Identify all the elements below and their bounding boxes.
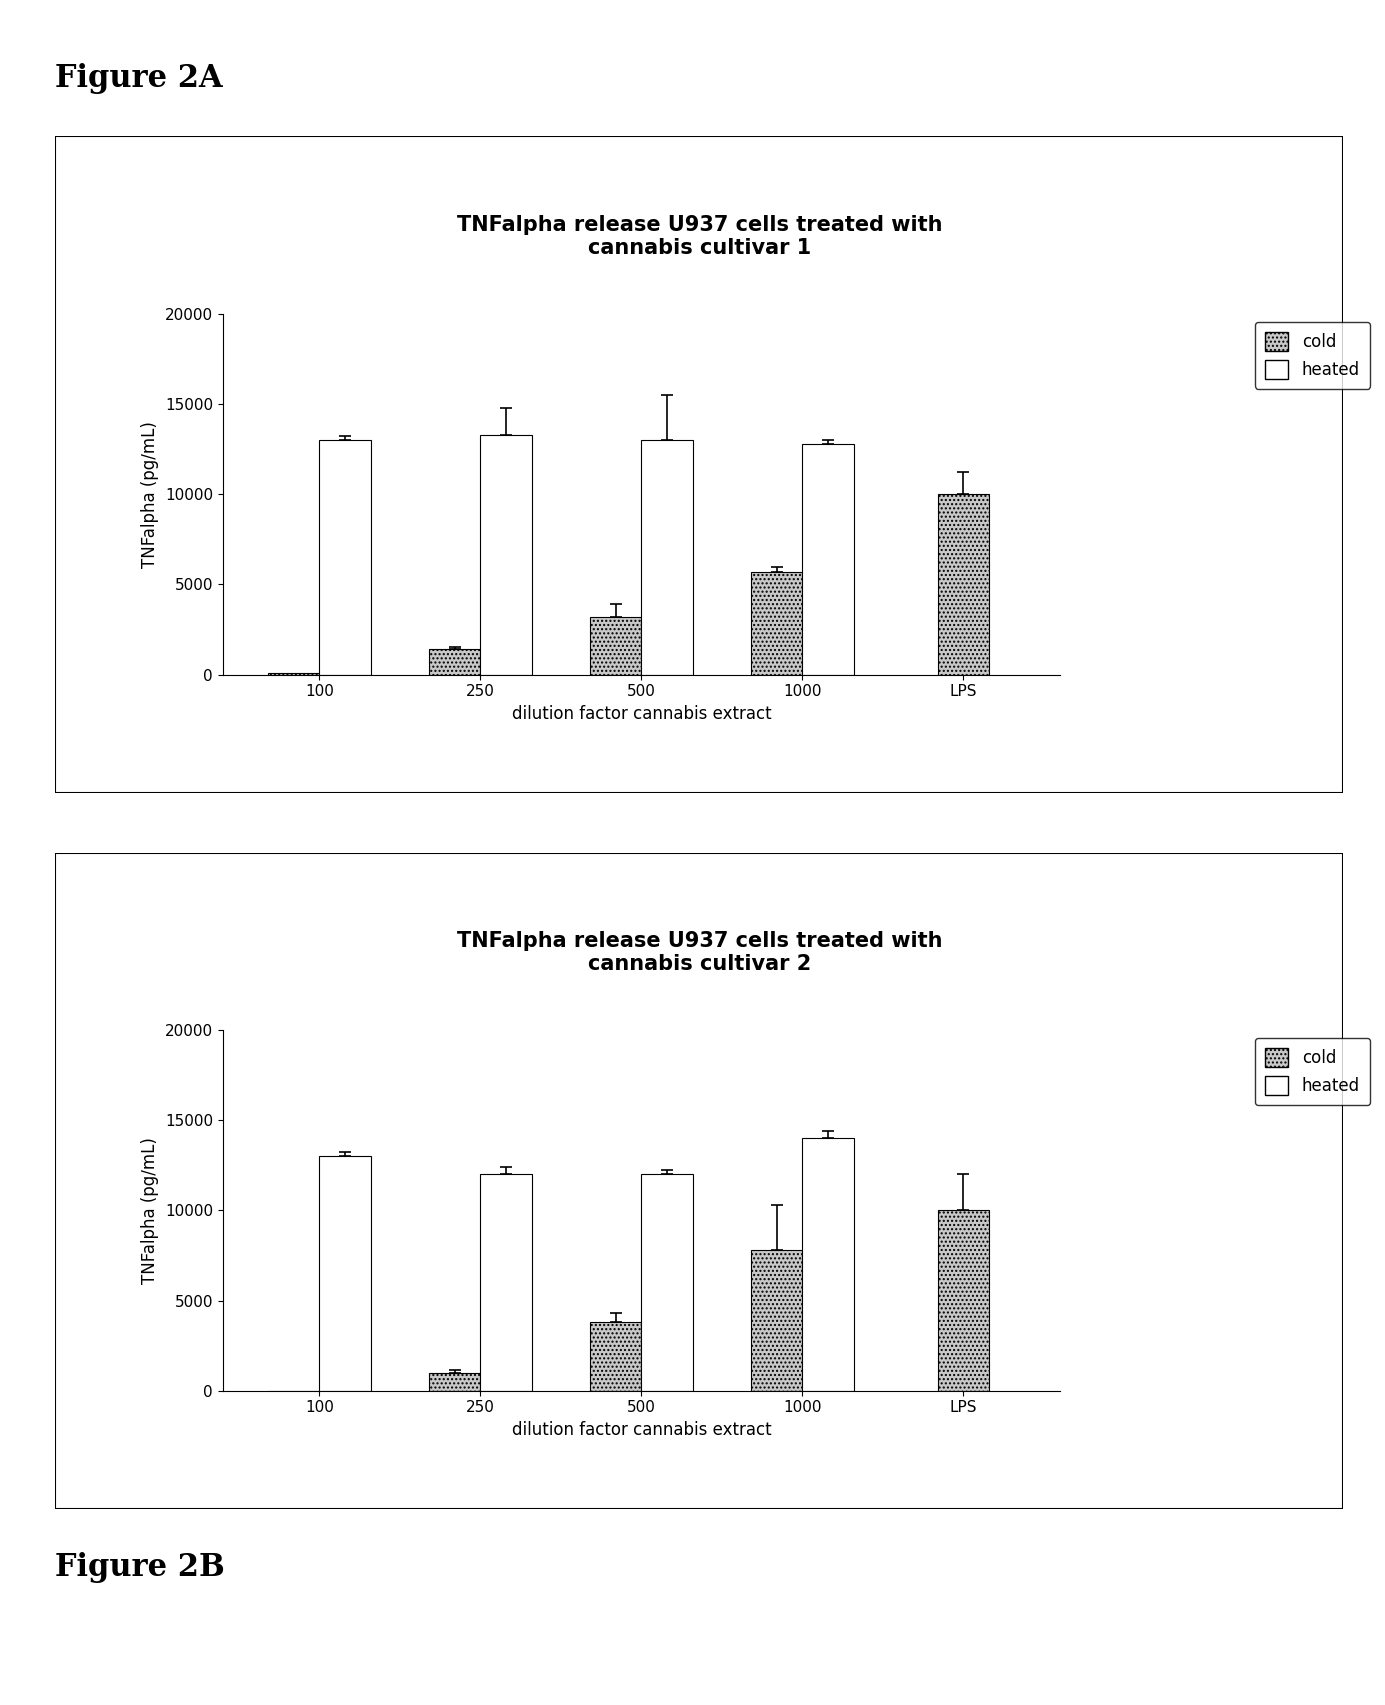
Bar — [320, 1156, 371, 1391]
Text: Figure 2A: Figure 2A — [55, 63, 223, 94]
Y-axis label: TNFalpha (pg/mL): TNFalpha (pg/mL) — [141, 1137, 159, 1284]
Text: Figure 2B: Figure 2B — [55, 1552, 226, 1582]
Legend: cold, heated: cold, heated — [1255, 1038, 1370, 1105]
Bar — [802, 443, 855, 675]
Text: TNFalpha release U937 cells treated with
cannabis cultivar 1: TNFalpha release U937 cells treated with… — [457, 215, 942, 259]
Bar — [751, 1250, 802, 1391]
Y-axis label: TNFalpha (pg/mL): TNFalpha (pg/mL) — [141, 421, 159, 568]
Bar — [320, 440, 371, 675]
Text: TNFalpha release U937 cells treated with
cannabis cultivar 2: TNFalpha release U937 cells treated with… — [457, 931, 942, 975]
Bar — [938, 494, 989, 675]
Bar — [641, 1175, 692, 1391]
Bar — [938, 1211, 989, 1391]
Bar — [751, 571, 802, 675]
Bar — [481, 1175, 532, 1391]
Bar — [429, 1373, 481, 1391]
Bar — [802, 1137, 855, 1391]
Bar — [641, 440, 692, 675]
X-axis label: dilution factor cannabis extract: dilution factor cannabis extract — [511, 704, 771, 723]
Bar — [590, 617, 641, 675]
Legend: cold, heated: cold, heated — [1255, 322, 1370, 389]
Bar — [429, 650, 481, 675]
Bar — [267, 673, 320, 675]
X-axis label: dilution factor cannabis extract: dilution factor cannabis extract — [511, 1420, 771, 1439]
Bar — [590, 1321, 641, 1391]
Bar — [481, 435, 532, 675]
